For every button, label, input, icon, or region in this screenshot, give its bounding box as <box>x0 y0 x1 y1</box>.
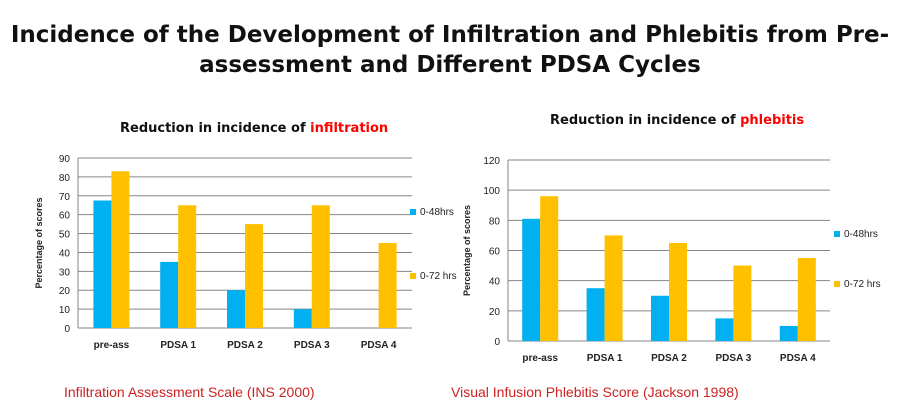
infiltration-x-tick-label: pre-ass <box>94 340 130 351</box>
infiltration-bar-48hrs <box>93 200 112 328</box>
phlebitis-y-axis-title: Percentage of scores <box>462 205 472 296</box>
infiltration-y-tick-label: 20 <box>59 286 71 297</box>
infiltration-bar-72hrs <box>378 243 397 328</box>
phlebitis-y-tick-label: 80 <box>489 216 501 227</box>
infiltration-y-tick-label: 80 <box>59 173 71 184</box>
phlebitis-bar-48hrs <box>651 295 669 341</box>
infiltration-scale-caption: Infiltration Assessment Scale (INS 2000) <box>64 384 315 400</box>
infiltration-legend-swatch-72hrs <box>410 273 416 279</box>
infiltration-chart-title-highlight: infiltration <box>310 121 389 136</box>
infiltration-y-tick-label: 0 <box>64 324 70 335</box>
phlebitis-y-tick-label: 0 <box>494 337 500 348</box>
phlebitis-bar-72hrs <box>733 265 752 341</box>
phlebitis-legend-label-48hrs: 0-48hrs <box>844 229 878 240</box>
infiltration-bar-72hrs <box>245 224 263 328</box>
infiltration-x-tick-label: PDSA 4 <box>361 340 397 351</box>
infiltration-legend-swatch-48hrs <box>410 209 416 215</box>
phlebitis-legend-swatch-48hrs <box>834 231 840 237</box>
phlebitis-bar-72hrs <box>604 235 623 341</box>
infiltration-x-tick-label: PDSA 1 <box>160 340 196 351</box>
infiltration-bar-48hrs <box>160 261 179 328</box>
phlebitis-x-tick-label: PDSA 1 <box>587 353 623 364</box>
phlebitis-legend-label-72hrs: 0-72 hrs <box>844 279 881 290</box>
infiltration-bar-48hrs <box>293 309 312 328</box>
phlebitis-bar-72hrs <box>797 258 816 341</box>
page-title-line-1: Incidence of the Development of Infiltra… <box>10 22 890 48</box>
phlebitis-y-tick-label: 100 <box>483 186 500 197</box>
infiltration-legend-label-72hrs: 0-72 hrs <box>420 271 457 282</box>
infiltration-y-tick-label: 70 <box>59 192 71 203</box>
phlebitis-bar-48hrs <box>586 288 605 341</box>
phlebitis-y-tick-label: 40 <box>489 277 501 288</box>
phlebitis-y-tick-label: 60 <box>489 247 501 258</box>
infiltration-y-tick-label: 10 <box>59 305 71 316</box>
phlebitis-y-tick-label: 120 <box>483 156 500 167</box>
phlebitis-chart-title-prefix: Reduction in incidence of <box>550 113 741 128</box>
infiltration-bar-72hrs <box>111 171 130 328</box>
infiltration-y-tick-label: 40 <box>59 248 71 259</box>
infiltration-y-axis-title: Percentage of scores <box>34 197 44 288</box>
infiltration-y-tick-label: 90 <box>59 154 71 165</box>
infiltration-bar-72hrs <box>311 205 330 328</box>
phlebitis-x-tick-label: PDSA 3 <box>716 353 752 364</box>
infiltration-chart-title-prefix: Reduction in incidence of <box>120 121 311 136</box>
infiltration-x-tick-label: PDSA 3 <box>294 340 330 351</box>
phlebitis-x-tick-label: PDSA 4 <box>780 353 816 364</box>
infiltration-x-tick-label: PDSA 2 <box>227 340 263 351</box>
phlebitis-bar-72hrs <box>540 196 559 341</box>
phlebitis-bar-48hrs <box>779 325 798 341</box>
phlebitis-y-tick-label: 20 <box>489 307 501 318</box>
infiltration-bar-72hrs <box>178 205 197 328</box>
phlebitis-legend-swatch-72hrs <box>834 281 840 287</box>
phlebitis-chart-title-highlight: phlebitis <box>740 113 805 128</box>
infiltration-bar-48hrs <box>227 290 245 328</box>
phlebitis-chart-title: Reduction in incidence of phlebitis <box>550 113 804 128</box>
infiltration-y-tick-label: 60 <box>59 211 71 222</box>
page-title: Incidence of the Development of Infiltra… <box>0 20 900 80</box>
page-title-line-2: assessment and Different PDSA Cycles <box>199 52 701 78</box>
infiltration-y-tick-label: 50 <box>59 230 71 241</box>
phlebitis-bar-72hrs <box>669 242 687 341</box>
infiltration-y-tick-label: 30 <box>59 267 71 278</box>
phlebitis-score-caption: Visual Infusion Phlebitis Score (Jackson… <box>451 384 739 400</box>
phlebitis-x-tick-label: PDSA 2 <box>651 353 687 364</box>
infiltration-chart-title: Reduction in incidence of infiltration <box>120 121 388 136</box>
infiltration-legend-label-48hrs: 0-48hrs <box>420 207 454 218</box>
phlebitis-bar-48hrs <box>715 318 734 341</box>
phlebitis-x-tick-label: pre-ass <box>522 353 558 364</box>
phlebitis-bar-48hrs <box>522 218 541 341</box>
